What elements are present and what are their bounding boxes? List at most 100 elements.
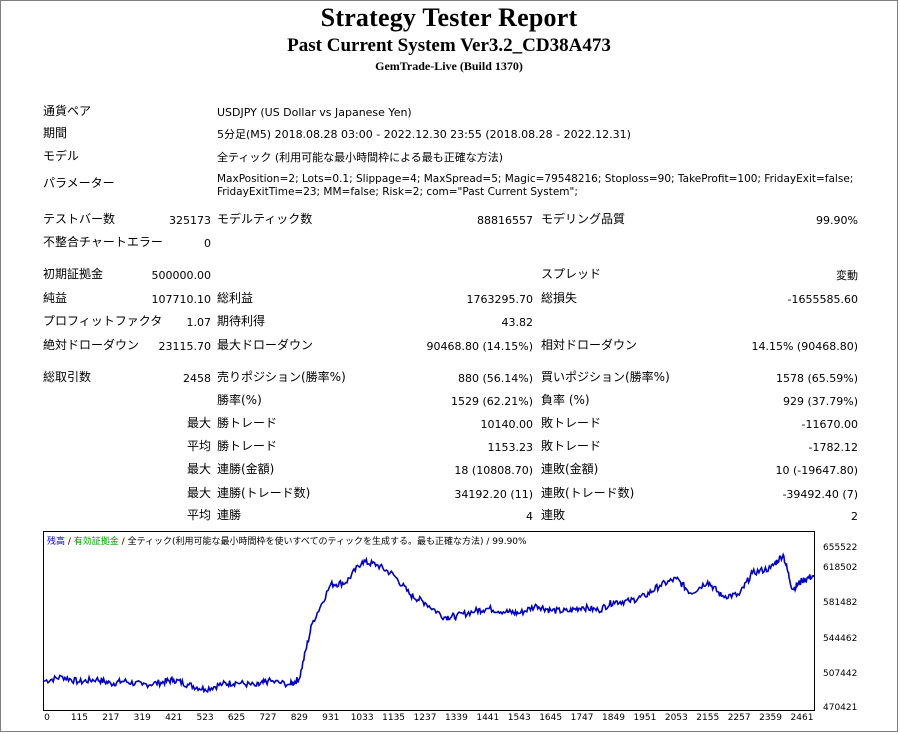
y-tick-label: 507442 xyxy=(823,669,858,680)
avg-consec-win-label: 連勝 xyxy=(217,508,242,522)
x-tick-label: 319 xyxy=(133,713,151,723)
max-win-trade-label: 勝トレード xyxy=(217,416,278,430)
y-tick-label: 544462 xyxy=(823,633,858,644)
params-line-2: FridayExitTime=23; MM=false; Risk=2; com… xyxy=(217,186,578,198)
y-tick-label: 581482 xyxy=(823,598,858,609)
x-tick-label: 2053 xyxy=(664,713,688,723)
max-dd-value: 90468.80 (14.15%) xyxy=(426,340,533,353)
consec-loss-money-label: 連敗(金額) xyxy=(541,462,599,476)
legend-model: 全ティック(利用可能な最小時間枠を使いすべてのティックを生成する。最も正確な方法… xyxy=(127,537,527,547)
rel-dd-label: 相対ドローダウン xyxy=(541,338,638,352)
params-line-1: MaxPosition=2; Lots=0.1; Slippage=4; Max… xyxy=(217,173,854,185)
net-label: 純益 xyxy=(43,291,68,305)
short-label: 売りポジション(勝率%) xyxy=(217,370,346,384)
pf-label: プロフィットファクタ xyxy=(43,314,163,328)
consec-loss-trades-label: 連敗(トレード数) xyxy=(541,486,635,500)
win-pct-value: 1529 (62.21%) xyxy=(450,395,533,408)
x-tick-label: 421 xyxy=(165,713,183,723)
long-label: 買いポジション(勝率%) xyxy=(541,370,670,384)
x-tick-label: 1645 xyxy=(539,713,563,723)
y-tick-label: 655522 xyxy=(823,543,858,553)
pf-value: 1.07 xyxy=(186,316,212,329)
pair-label: 通貨ペア xyxy=(43,104,92,118)
max-dd-label: 最大ドローダウン xyxy=(217,338,314,352)
mismatch-label: 不整合チャートエラー xyxy=(43,235,163,249)
consec-win-trades-label: 連勝(トレード数) xyxy=(217,486,311,500)
consec-win-money-label: 連勝(金額) xyxy=(217,462,275,476)
total-label: 総取引数 xyxy=(43,370,92,384)
balance-series-line xyxy=(43,552,815,694)
consec-win-money-value: 18 (10808.70) xyxy=(454,464,533,477)
avg-win-trade-value: 1153.23 xyxy=(487,441,534,454)
x-tick-label: 1951 xyxy=(633,713,657,723)
x-tick-label: 1237 xyxy=(413,713,437,723)
consec-loss-money-value: 10 (-19647.80) xyxy=(775,464,858,477)
x-tick-label: 727 xyxy=(259,713,277,723)
abs-dd-value: 23115.70 xyxy=(158,340,212,353)
deposit-value: 500000.00 xyxy=(151,269,212,282)
period-value: 5分足(M5) 2018.08.28 03:00 - 2022.12.30 23… xyxy=(217,128,631,141)
quality-label: モデリング品質 xyxy=(541,212,626,226)
avg-win-trade-label: 勝トレード xyxy=(217,439,278,453)
x-tick-label: 523 xyxy=(196,713,214,723)
params-label: パラメーター xyxy=(43,176,115,190)
x-tick-label: 2461 xyxy=(790,713,814,723)
model-value: 全ティック (利用可能な最小時間枠による最も正確な方法) xyxy=(217,151,504,164)
x-tick-label: 625 xyxy=(227,713,246,723)
deposit-label: 初期証拠金 xyxy=(43,267,104,281)
ticks-value: 88816557 xyxy=(477,214,533,227)
ticks-label: モデルティック数 xyxy=(217,212,313,226)
quality-value: 99.90% xyxy=(816,214,858,227)
consec-loss-trades-value: -39492.40 (7) xyxy=(782,488,858,501)
avg-consec-loss-value: 2 xyxy=(851,510,858,523)
system-name: Past Current System Ver3.2_CD38A473 xyxy=(287,35,611,56)
loss-pct-label: 負率 (%) xyxy=(541,393,590,407)
x-tick-label: 1033 xyxy=(350,713,374,723)
gross-profit-label: 総利益 xyxy=(217,291,254,305)
avg-loss-trade-label: 敗トレード xyxy=(541,439,602,453)
long-value: 1578 (65.59%) xyxy=(775,372,858,385)
max-loss-trade-value: -11670.00 xyxy=(801,418,858,431)
loss-pct-value: 929 (37.79%) xyxy=(782,395,858,408)
chart-legend: 残高 / 有効証拠金 / 全ティック(利用可能な最小時間枠を使いすべてのティック… xyxy=(47,534,527,547)
gross-loss-label: 総損失 xyxy=(541,291,578,305)
expected-label: 期待利得 xyxy=(217,314,266,328)
legend-separator-1: / xyxy=(65,537,74,547)
server-build: GemTrade-Live (Build 1370) xyxy=(375,59,523,73)
y-tick-label: 618502 xyxy=(823,562,858,573)
x-tick-label: 2155 xyxy=(696,713,720,723)
abs-dd-label: 絶対ドローダウン xyxy=(43,338,140,352)
x-tick-label: 931 xyxy=(322,713,340,723)
model-label: モデル xyxy=(43,149,80,163)
expected-value: 43.82 xyxy=(501,316,534,329)
win-pct-label: 勝率(%) xyxy=(217,393,262,407)
x-tick-label: 1543 xyxy=(507,713,531,723)
x-tick-label: 1441 xyxy=(476,713,500,723)
x-tick-label: 2359 xyxy=(759,713,783,723)
max-label: 最大 xyxy=(186,416,211,430)
x-tick-label: 829 xyxy=(290,713,308,723)
max-win-trade-value: 10140.00 xyxy=(480,418,534,431)
gross-loss-value: -1655585.60 xyxy=(787,293,858,306)
total-value: 2458 xyxy=(183,372,211,385)
max-loss-trade-label: 敗トレード xyxy=(541,416,602,430)
x-tick-label: 1849 xyxy=(602,713,625,723)
legend-separator-2: / xyxy=(118,537,128,547)
report-title: Strategy Tester Report xyxy=(320,3,578,32)
x-tick-label: 1135 xyxy=(382,713,406,723)
x-tick-label: 1747 xyxy=(570,713,594,723)
y-tick-label: 470421 xyxy=(823,703,858,713)
spread-label: スプレッド xyxy=(541,267,602,281)
pair-value: USDJPY (US Dollar vs Japanese Yen) xyxy=(217,106,412,119)
max-label-2: 最大 xyxy=(186,462,211,476)
balance-chart-plot xyxy=(43,552,815,694)
balance-chart xyxy=(43,531,815,711)
x-tick-label: 0 xyxy=(44,713,50,723)
rel-dd-value: 14.15% (90468.80) xyxy=(751,340,858,353)
short-value: 880 (56.14%) xyxy=(457,372,533,385)
bars-value: 325173 xyxy=(169,214,211,227)
x-tick-label: 217 xyxy=(102,713,120,723)
net-value: 107710.10 xyxy=(151,293,212,306)
avg-consec-loss-label: 連敗 xyxy=(541,508,566,522)
